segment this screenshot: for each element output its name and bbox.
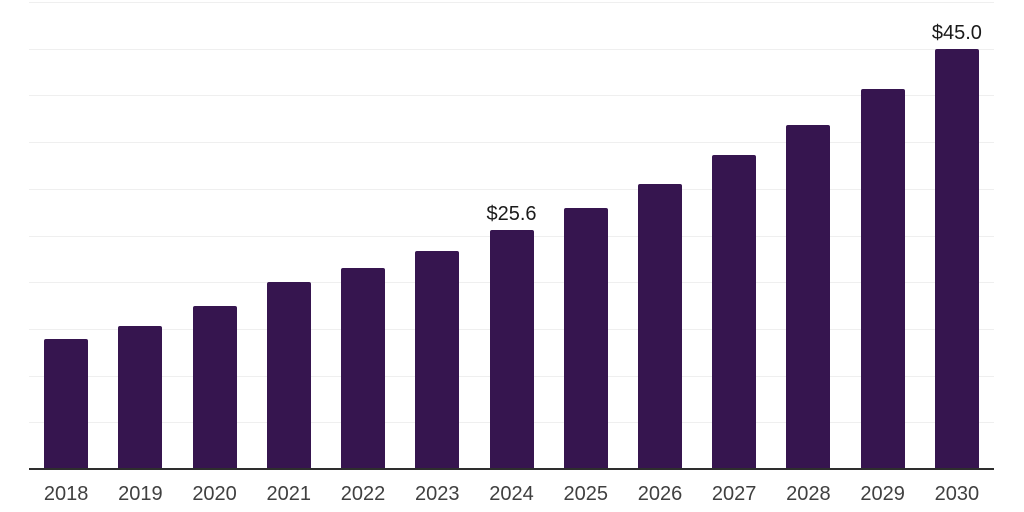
bar-2020 bbox=[192, 305, 237, 469]
gridline-45 bbox=[29, 48, 994, 50]
gridline-50 bbox=[29, 2, 994, 3]
bar-2022 bbox=[341, 268, 386, 469]
bar-2023 bbox=[415, 251, 460, 469]
gridline-30 bbox=[29, 188, 994, 190]
x-tick-label-2019: 2019 bbox=[118, 483, 163, 505]
data-label-2024: $25.6 bbox=[486, 202, 537, 225]
x-axis-line bbox=[29, 468, 994, 470]
x-tick-label-2022: 2022 bbox=[340, 483, 386, 505]
bar-2029 bbox=[860, 88, 905, 469]
x-tick-label-2023: 2023 bbox=[415, 483, 460, 505]
x-tick-label-2018: 2018 bbox=[43, 483, 89, 505]
x-tick-label-2029: 2029 bbox=[860, 483, 905, 505]
bar-2019 bbox=[118, 326, 163, 469]
bar-2021 bbox=[266, 282, 311, 469]
x-tick-label-2020: 2020 bbox=[192, 483, 237, 505]
gridline-35 bbox=[29, 142, 994, 144]
x-tick-label-2028: 2028 bbox=[786, 483, 831, 505]
bar-2030 bbox=[934, 48, 979, 469]
x-tick-label-2025: 2025 bbox=[563, 483, 608, 505]
x-tick-label-2026: 2026 bbox=[637, 483, 683, 505]
bar-2028 bbox=[786, 125, 831, 469]
x-tick-label-2021: 2021 bbox=[266, 483, 312, 505]
x-tick-label-2024: 2024 bbox=[489, 483, 534, 505]
data-label-2030: $45.0 bbox=[931, 21, 982, 44]
bar-2025 bbox=[563, 208, 608, 469]
gridline-40 bbox=[29, 95, 994, 97]
bar-2024 bbox=[489, 229, 534, 469]
x-tick-label-2027: 2027 bbox=[711, 483, 757, 505]
bar-2018 bbox=[44, 339, 89, 469]
bar-2026 bbox=[637, 184, 682, 469]
bar-2027 bbox=[712, 155, 757, 469]
x-tick-label-2030: 2030 bbox=[934, 483, 980, 505]
